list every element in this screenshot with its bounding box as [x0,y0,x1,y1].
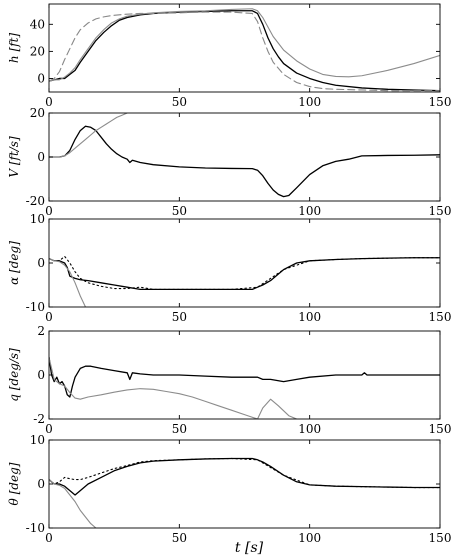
series-line-dark-solid [49,125,440,198]
y-axis-label: α [deg] [7,241,21,285]
series-line-gray-dashed [49,11,440,92]
series-line-dark-dotted [49,457,440,489]
series-line-gray-solid [49,258,87,307]
x-tick-label: 50 [172,95,187,109]
series-line-dark-dotted [49,255,440,290]
series-line-gray-solid [49,356,298,419]
x-tick-label: 150 [429,310,452,324]
x-tick-label: 0 [45,95,53,109]
x-tick-label: 100 [298,204,321,218]
y-tick-label: 20 [30,44,45,58]
y-tick-label: 0 [37,256,45,270]
x-tick-label: 100 [298,531,321,545]
y-tick-label: 0 [37,368,45,382]
y-axis-label: θ [deg] [7,462,21,505]
y-tick-label: 0 [37,71,45,85]
x-tick-label: 50 [172,204,187,218]
y-tick-label: 10 [30,433,45,447]
x-tick-label: 150 [429,422,452,436]
x-tick-label: 150 [429,95,452,109]
x-tick-label: 0 [45,422,53,436]
series-line-dark-solid [49,257,440,291]
x-tick-label: 150 [429,204,452,218]
y-tick-label: 10 [30,212,45,226]
x-tick-label: 100 [298,422,321,436]
series-line-dark-solid [49,356,440,398]
chart-panel-1: 0 50 100 150 0 20 40 h [ft] [7,3,452,109]
axes-frame [48,3,441,93]
y-tick-label: 40 [30,17,45,31]
x-tick-label: 50 [172,422,187,436]
y-tick-label: 20 [30,106,45,120]
y-axis-label: h [ft] [7,33,21,63]
x-tick-label: 100 [298,310,321,324]
axes-frame [48,439,441,529]
series-line-gray-solid [49,8,440,82]
series-line-gray-solid [49,479,97,528]
axes-frame [48,112,441,202]
y-tick-label: -10 [26,300,45,314]
x-tick-label: 100 [298,95,321,109]
y-tick-label: 2 [37,324,45,338]
x-tick-label: 50 [172,310,187,324]
series-line-gray-solid [49,113,128,158]
y-tick-label: -2 [33,412,45,426]
series-line-dark-solid [49,10,440,92]
y-tick-label: -10 [26,521,45,535]
y-tick-label: 0 [37,150,45,164]
x-tick-label: 0 [45,531,53,545]
y-tick-label: 0 [37,477,45,491]
y-tick-label: -20 [26,194,45,208]
y-axis-label: V [ft/s] [7,136,21,178]
y-axis-label: q [deg/s] [7,348,21,402]
axes-frame [48,218,441,308]
x-tick-label: 0 [45,310,53,324]
x-axis-label: t [s] [235,540,264,556]
x-tick-label: 150 [429,531,452,545]
x-tick-label: 0 [45,204,53,218]
series-line-dark-solid [49,457,440,496]
x-tick-label: 50 [172,531,187,545]
